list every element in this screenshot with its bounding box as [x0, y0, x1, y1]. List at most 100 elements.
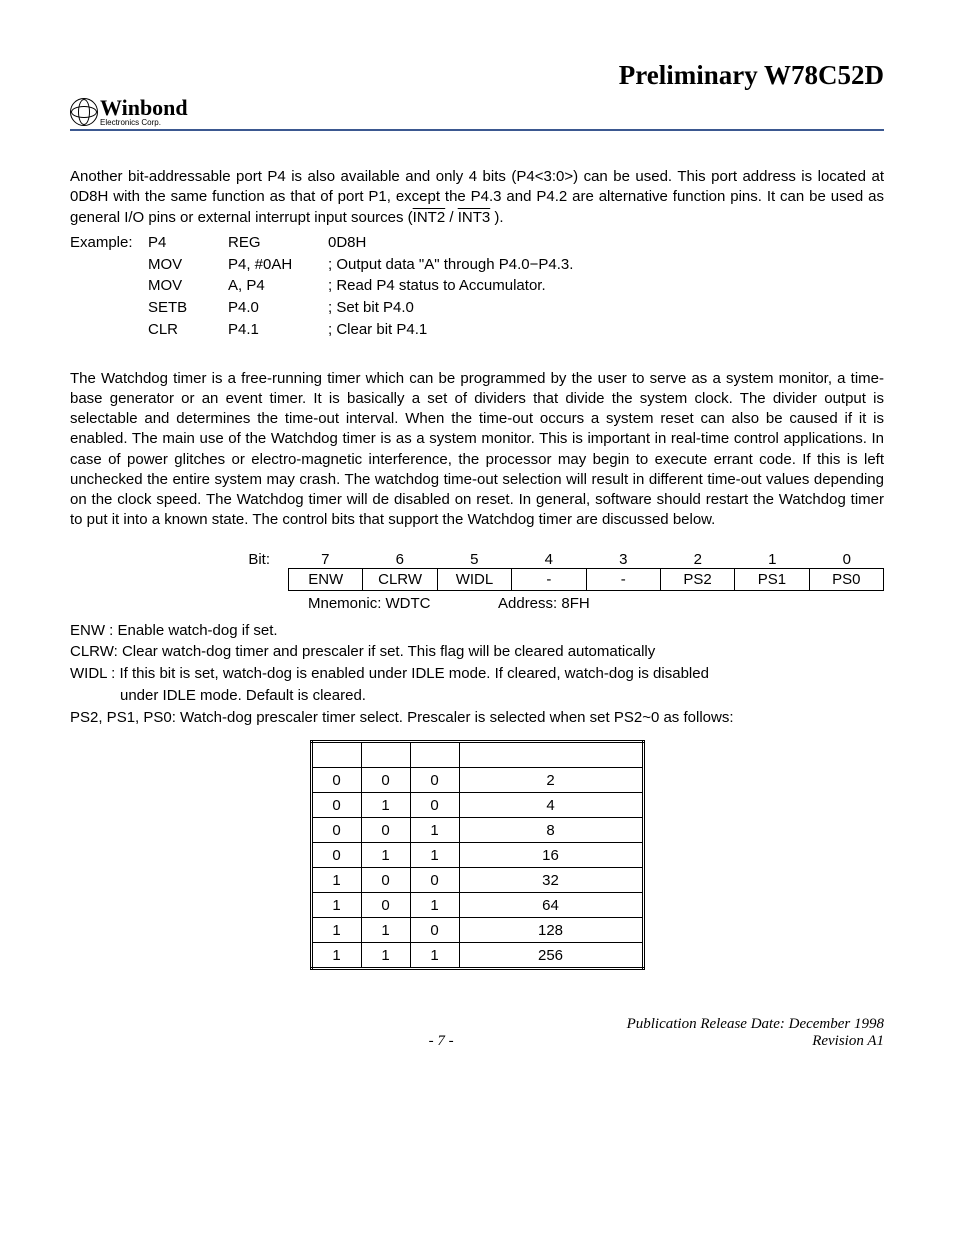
code-example: Example: P4 REG 0D8H MOV P4, #0AH ; Outp…: [70, 232, 884, 341]
footer-pubdate: Publication Release Date: December 1998: [70, 1016, 884, 1033]
cell: 16: [459, 843, 643, 868]
code-cell: SETB: [148, 297, 228, 319]
cell: 1: [410, 893, 459, 918]
cell: 4: [459, 793, 643, 818]
cell: 1: [311, 868, 361, 893]
cell: 0: [311, 843, 361, 868]
table-row: 110128: [311, 918, 643, 943]
bit-number-row: Bit: 7 6 5 4 3 2 1 0: [70, 551, 884, 568]
bit-num: 3: [586, 551, 661, 568]
cell: 0: [361, 768, 410, 793]
para1-end: ).: [490, 209, 503, 226]
cell: 0: [410, 793, 459, 818]
cell: 0: [410, 918, 459, 943]
code-cell: [70, 275, 148, 297]
cell: 1: [410, 943, 459, 969]
bit-num: 4: [512, 551, 587, 568]
cell: 1: [361, 843, 410, 868]
cell: 0: [361, 893, 410, 918]
code-row: MOV P4, #0AH ; Output data "A" through P…: [70, 254, 884, 276]
int2-label: INT2: [413, 209, 446, 226]
def-widl1: WIDL : If this bit is set, watch-dog is …: [70, 663, 884, 685]
cell: 1: [361, 943, 410, 969]
code-cell: Example:: [70, 232, 148, 254]
mnemonic-label: Mnemonic: WDTC: [288, 595, 498, 612]
cell: 0: [410, 868, 459, 893]
cell: 1: [361, 793, 410, 818]
code-row: Example: P4 REG 0D8H: [70, 232, 884, 254]
code-cell: ; Read P4 status to Accumulator.: [328, 275, 884, 297]
code-cell: MOV: [148, 275, 228, 297]
table-row: 111256: [311, 943, 643, 969]
cell: 256: [459, 943, 643, 969]
code-cell: ; Set bit P4.0: [328, 297, 884, 319]
int3-label: INT3: [458, 209, 491, 226]
code-cell: 0D8H: [328, 232, 884, 254]
address-label: Address: 8FH: [498, 595, 590, 612]
para1-slash: /: [445, 209, 458, 226]
code-row: CLR P4.1 ; Clear bit P4.1: [70, 319, 884, 341]
bit-num: 0: [810, 551, 885, 568]
reg-cell: PS2: [661, 568, 735, 591]
code-cell: [70, 319, 148, 341]
table-row: 10032: [311, 868, 643, 893]
code-cell: REG: [228, 232, 328, 254]
bit-label: Bit:: [70, 551, 288, 568]
cell: 32: [459, 868, 643, 893]
bit-num: 5: [437, 551, 512, 568]
cell: 0: [311, 793, 361, 818]
footer: Publication Release Date: December 1998 …: [70, 1016, 884, 1050]
doc-title: Preliminary W78C52D: [70, 60, 884, 91]
cell: 1: [410, 843, 459, 868]
table-row: 0002: [311, 768, 643, 793]
page: Preliminary W78C52D Winbond Electronics …: [0, 0, 954, 1100]
bit-num: 1: [735, 551, 810, 568]
cell: 1: [311, 943, 361, 969]
code-cell: P4, #0AH: [228, 254, 328, 276]
table-row: 0104: [311, 793, 643, 818]
cell: 128: [459, 918, 643, 943]
cell: 1: [311, 893, 361, 918]
reg-cell: PS1: [735, 568, 809, 591]
register-row: ENW CLRW WIDL - - PS2 PS1 PS0: [288, 568, 884, 591]
header-rule: Winbond Electronics Corp.: [70, 97, 884, 131]
cell: 0: [311, 768, 361, 793]
table-row: 01116: [311, 843, 643, 868]
cell: 64: [459, 893, 643, 918]
code-row: SETB P4.0 ; Set bit P4.0: [70, 297, 884, 319]
code-cell: MOV: [148, 254, 228, 276]
cell: 8: [459, 818, 643, 843]
bit-num: 7: [288, 551, 363, 568]
footer-page: - 7 -: [70, 1033, 812, 1050]
def-ps: PS2, PS1, PS0: Watch-dog prescaler timer…: [70, 707, 884, 729]
paragraph-1: Another bit-addressable port P4 is also …: [70, 167, 884, 228]
table-header: [311, 742, 643, 768]
cell: 0: [361, 818, 410, 843]
footer-revision: Revision A1: [812, 1033, 884, 1050]
cell: 0: [311, 818, 361, 843]
code-cell: CLR: [148, 319, 228, 341]
def-clrw: CLRW: Clear watch-dog timer and prescale…: [70, 641, 884, 663]
code-cell: ; Clear bit P4.1: [328, 319, 884, 341]
bit-num: 2: [661, 551, 736, 568]
reg-cell: CLRW: [363, 568, 437, 591]
prescaler-table: 0002 0104 0018 01116 10032 10164 110128 …: [310, 740, 645, 970]
cell: 2: [459, 768, 643, 793]
reg-cell: -: [587, 568, 661, 591]
table-row: 10164: [311, 893, 643, 918]
code-cell: [70, 254, 148, 276]
code-cell: P4: [148, 232, 228, 254]
code-cell: P4.1: [228, 319, 328, 341]
code-cell: P4.0: [228, 297, 328, 319]
paragraph-2: The Watchdog timer is a free-running tim…: [70, 369, 884, 531]
logo-text: Winbond: [100, 95, 188, 120]
reg-cell: WIDL: [438, 568, 512, 591]
bit-num: 6: [363, 551, 438, 568]
code-cell: A, P4: [228, 275, 328, 297]
reg-cell: ENW: [288, 568, 363, 591]
code-row: MOV A, P4 ; Read P4 status to Accumulato…: [70, 275, 884, 297]
logo: Winbond Electronics Corp.: [70, 97, 188, 127]
table-row: 0018: [311, 818, 643, 843]
globe-icon: [70, 98, 98, 126]
code-cell: ; Output data "A" through P4.0−P4.3.: [328, 254, 884, 276]
